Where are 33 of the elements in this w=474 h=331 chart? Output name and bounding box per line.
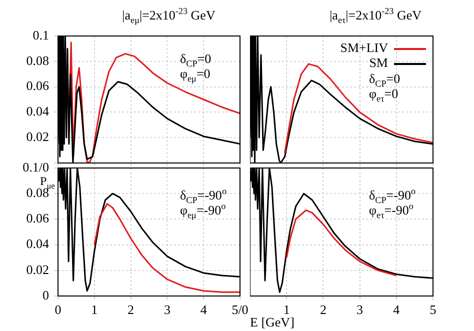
y-tick-label: 0 bbox=[42, 287, 49, 302]
y-tick-label: 0.1/0 bbox=[22, 159, 49, 174]
y-tick-label: 0.06 bbox=[26, 78, 50, 94]
legend-label: SM+LIV bbox=[340, 40, 388, 55]
x-tick-label: 4 bbox=[200, 302, 208, 318]
annotation: φ$_{eμ}$=0 bbox=[180, 66, 210, 86]
y-tick-label: 0.02 bbox=[26, 129, 49, 144]
y-tick-label: 0.1 bbox=[32, 27, 49, 42]
chart-title: |a$_{eμ}$|=2x10$^{-23}$ GeV bbox=[121, 6, 216, 25]
x-tick-label: 0 bbox=[54, 302, 62, 318]
legend-label: SM bbox=[369, 55, 388, 70]
y-tick-label: 0.08 bbox=[26, 185, 49, 200]
x-tick-label: 5 bbox=[430, 302, 436, 318]
x-tick-label: 4 bbox=[393, 302, 400, 318]
x-tick-label: 1 bbox=[91, 302, 98, 318]
y-tick-label: 0.02 bbox=[26, 262, 49, 277]
annotation: δ$_{CP}$=-90$^{o}$ bbox=[180, 186, 226, 205]
x-tick-label: 2 bbox=[128, 302, 134, 318]
annotation: δ$_{CP}$=0 bbox=[369, 71, 400, 89]
x-tick-label: 3 bbox=[164, 302, 170, 318]
x-tick-label: 5/0 bbox=[232, 302, 248, 318]
y-tick-label: 0.06 bbox=[26, 210, 50, 226]
x-axis-title: E [GeV] bbox=[250, 314, 294, 330]
annotation: δ$_{CP}$=-90$^{o}$ bbox=[369, 186, 416, 205]
annotation: φ$_{eτ}$=0 bbox=[369, 86, 398, 106]
chart-title: |a$_{eτ}$|=2x10$^{-23}$ GeV bbox=[328, 6, 423, 25]
y-tick-label: 0.04 bbox=[26, 236, 50, 252]
y-tick-label: 0.08 bbox=[26, 52, 49, 68]
x-tick-label: 2 bbox=[320, 302, 326, 318]
y-tick-label: 0.04 bbox=[26, 104, 50, 119]
x-tick-label: 3 bbox=[356, 302, 364, 318]
x-tick-label: 1 bbox=[283, 302, 290, 318]
annotation: δ$_{CP}$=0 bbox=[180, 51, 212, 69]
